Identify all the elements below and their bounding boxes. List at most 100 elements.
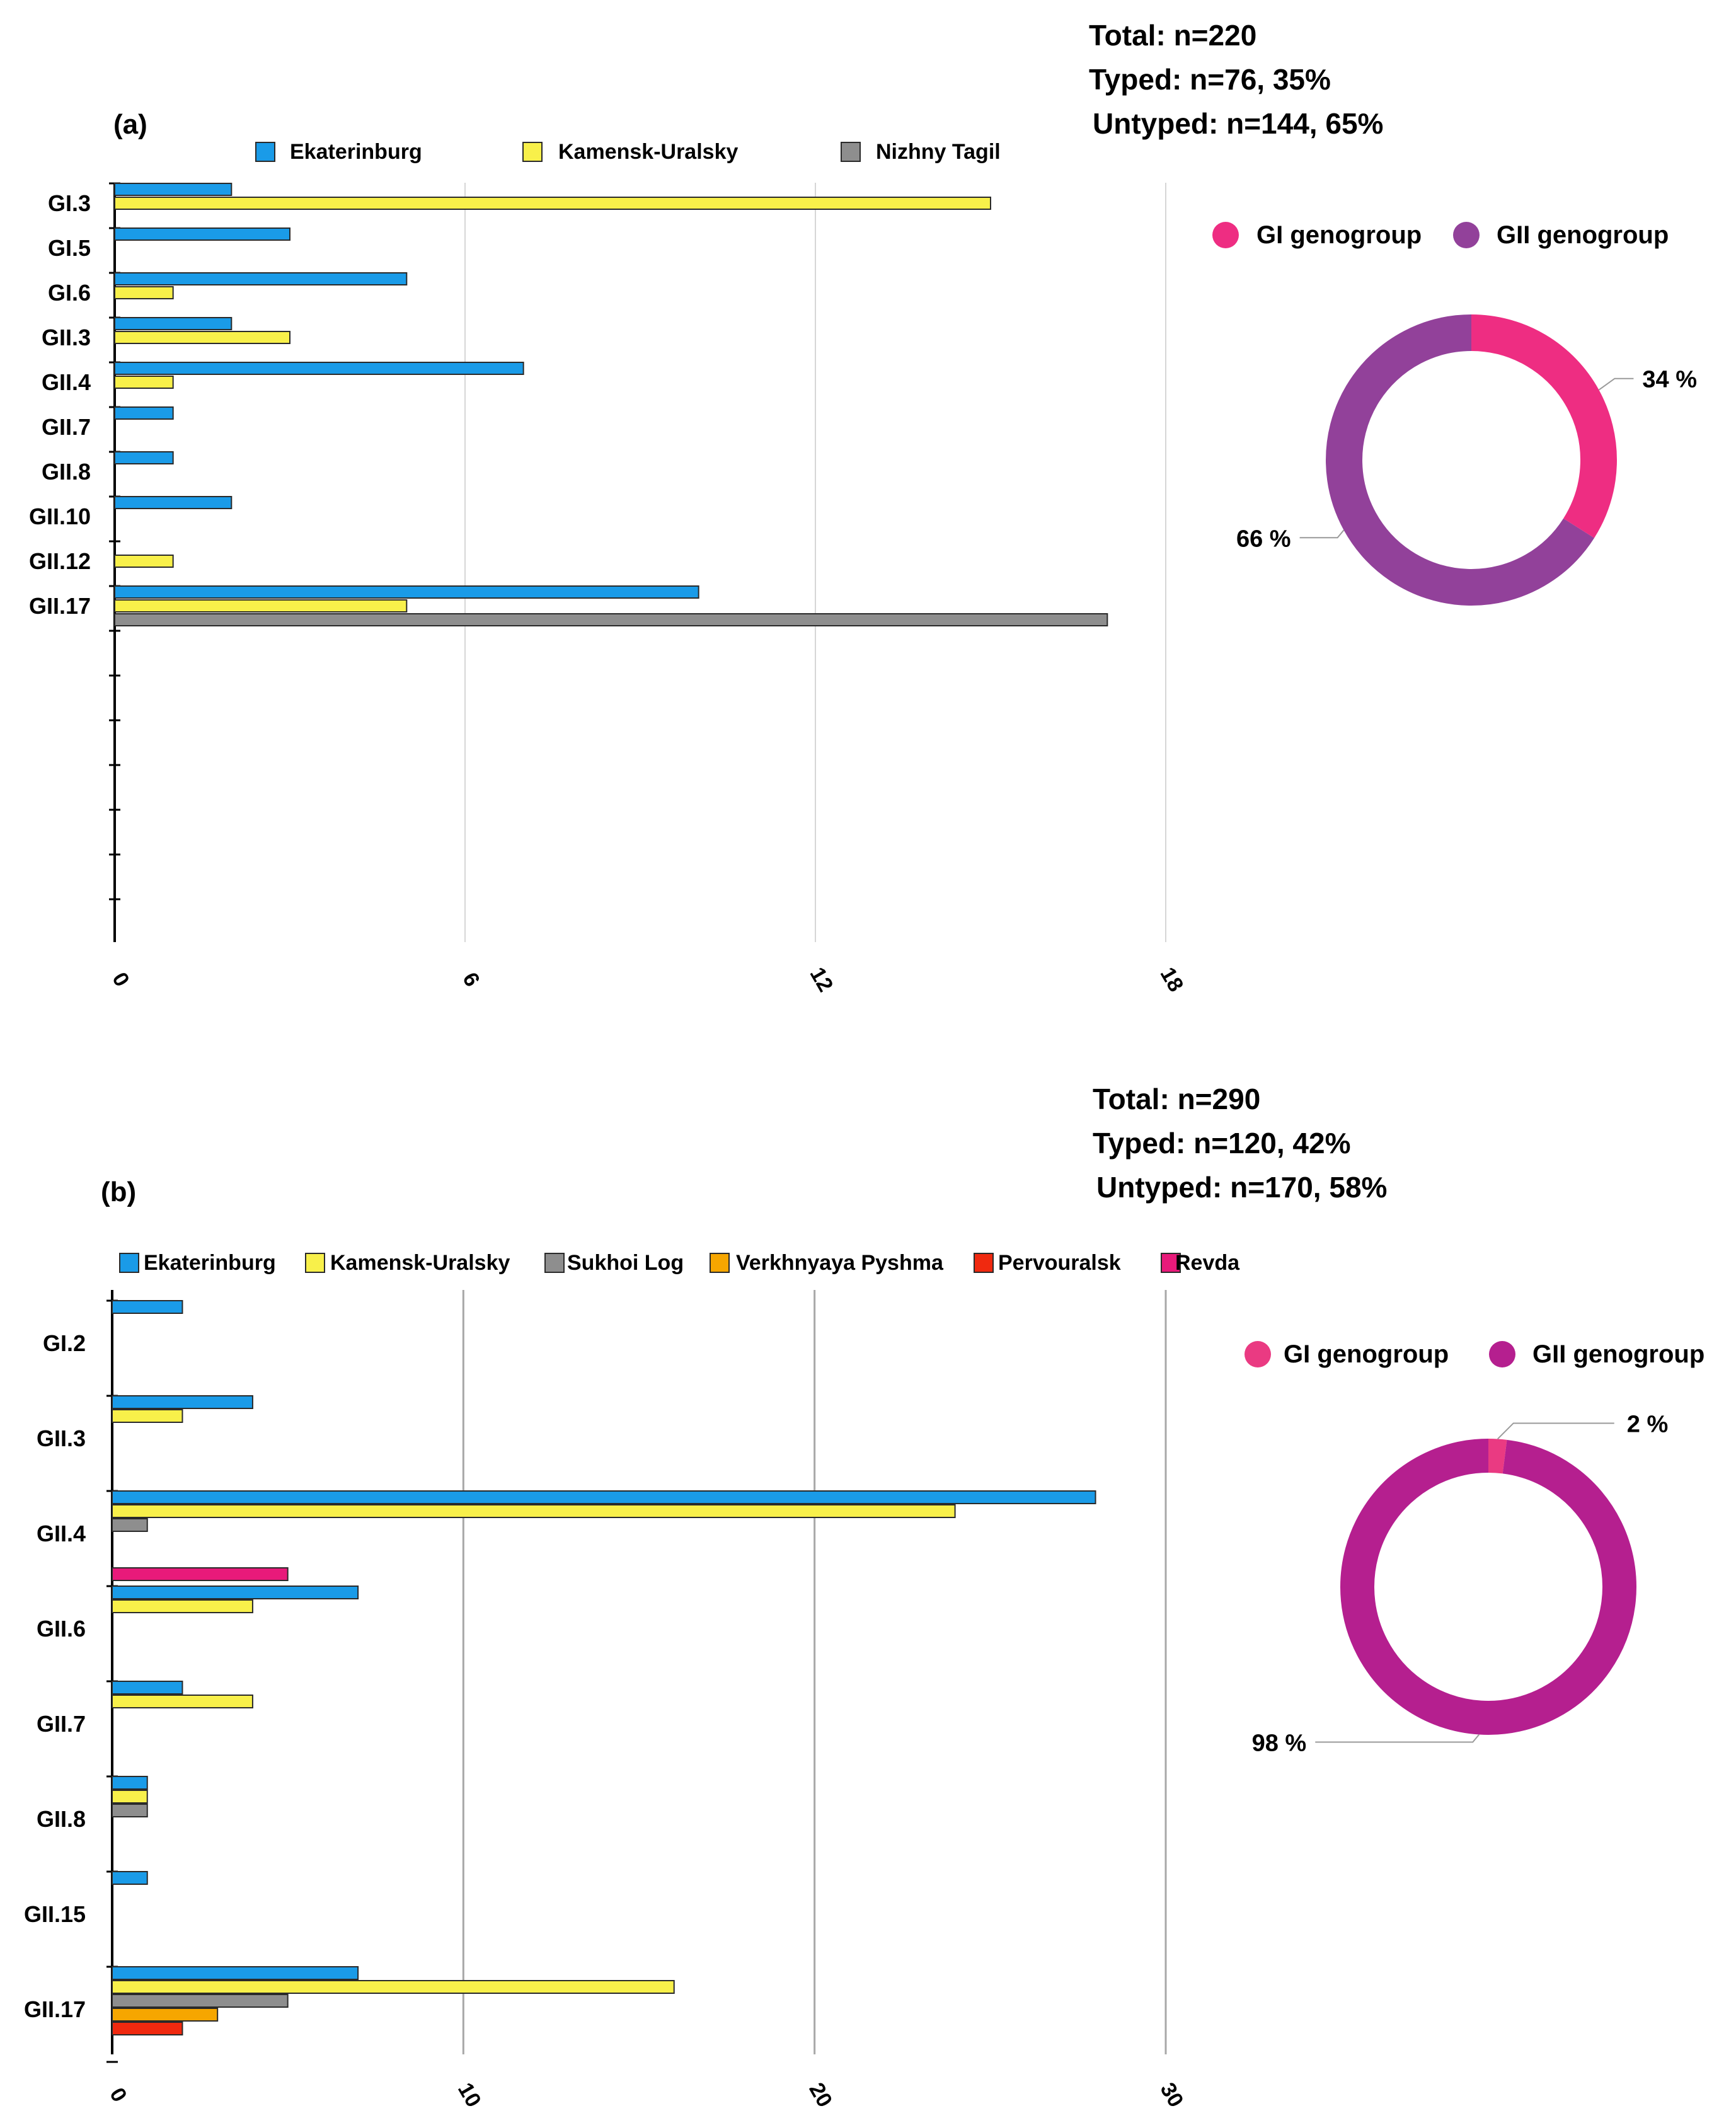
panel-a-summary-untyped: Untyped: n=144, 65% [1093,107,1383,140]
panel-b-x-tick-label-1: 10 [453,2079,486,2112]
panel-b-legend-swatch-2 [544,1253,565,1273]
panel-b-bar-GI.2-ekaterinburg [112,1300,183,1314]
panel-a-bar-GII.17-nizhny-tagil [114,613,1108,626]
panel-b-donut-leader-0 [1497,1422,1614,1440]
panel-a-donut-legend-label-1: GII genogroup [1497,221,1669,249]
panel-b-donut-label-0: 2 % [1627,1411,1668,1437]
panel-a-donut-slice-1 [1326,314,1595,606]
panel-a-legend-label-0: Ekaterinburg [290,140,422,164]
panel-b-donut-slice-0 [1488,1439,1507,1474]
panel-b-category-label-5: GII.8 [37,1806,86,1832]
panel-a-category-label-9: GII.17 [29,593,91,619]
panel-a-category-label-1: GI.5 [48,235,91,261]
panel-a-bar-GII.3-ekaterinburg [114,317,233,330]
panel-b-legend-label-1: Kamensk-Uralsky [330,1251,510,1275]
panel-b-category-label-1: GII.3 [37,1425,86,1451]
panel-a-x-tick-label-3: 18 [1156,964,1188,996]
panel-b-bar-GII.6-ekaterinburg [112,1586,359,1599]
panel-b-legend-label-2: Sukhoi Log [567,1251,684,1275]
panel-a-bar-GII.10-ekaterinburg [114,496,233,509]
panel-b-category-label-7: GII.17 [24,1996,86,2022]
panel-b-x-tick-label-3: 30 [1156,2079,1188,2112]
panel-b-bar-GII.17-ekaterinburg [112,1966,359,1980]
panel-b-bar-GII.4-ekaterinburg [112,1490,1096,1504]
panel-a-bar-GII.17-kamensk-uralsky [114,599,408,613]
panel-a-category-label-5: GII.7 [42,414,91,440]
panel-b-bar-GII.17-verkhnyaya-pyshma [112,2008,219,2022]
panel-a-category-label-8: GII.12 [29,548,91,574]
panel-b-donut-legend-label-1: GII genogroup [1532,1340,1704,1368]
panel-a-bar-GI.6-kamensk-uralsky [114,286,174,299]
panel-a-summary-typed: Typed: n=76, 35% [1089,63,1331,96]
panel-b-bar-GII.7-ekaterinburg [112,1681,183,1695]
panel-b-category-label-3: GII.6 [37,1616,86,1642]
panel-b-donut-leader-1 [1315,1734,1480,1743]
panel-b-legend-label-4: Pervouralsk [998,1251,1121,1275]
panel-b-category-label-0: GI.2 [43,1330,86,1356]
panel-a-bar-GI.3-kamensk-uralsky [114,197,991,210]
chart-marks: 0 6 12 18 GI.3 GI.5 GI.6 GII.3 GII.4 GII.7 GII.8 GI… [24,140,1704,2111]
panel-b-donut-legend-dot-1 [1489,1341,1515,1367]
panel-b-x-tick-label-0: 0 [105,2084,131,2106]
panel-a-bar-GII.4-kamensk-uralsky [114,376,174,389]
panel-b-x-tick-label-2: 20 [804,2079,837,2112]
panel-b-legend-swatch-4 [974,1253,994,1273]
panel-b-summary-untyped: Untyped: n=170, 58% [1096,1171,1387,1204]
panel-b-bar-GII.7-kamensk-uralsky [112,1695,253,1708]
panel-a-category-label-7: GII.10 [29,504,91,529]
panel-b-legend-swatch-3 [710,1253,730,1273]
panel-a-bar-GII.3-kamensk-uralsky [114,331,290,344]
panel-b-bar-GII.3-kamensk-uralsky [112,1409,183,1423]
panel-b-bar-GII.3-ekaterinburg [112,1395,253,1409]
panel-a-bar-GI.6-ekaterinburg [114,272,408,285]
panel-b-legend-swatch-0 [119,1253,139,1273]
panel-a-bar-GII.12-kamensk-uralsky [114,555,174,568]
panel-a-legend-label-1: Kamensk-Uralsky [558,140,738,164]
panel-a-category-label-6: GII.8 [42,459,91,485]
panel-b-bar-GII.6-kamensk-uralsky [112,1599,253,1613]
panel-b-legend-label-0: Ekaterinburg [144,1251,276,1275]
panel-b-donut-legend-dot-0 [1245,1341,1271,1367]
panel-a-x-tick-label-2: 12 [805,964,838,996]
panel-b-category-label-6: GII.15 [24,1901,86,1927]
panel-a-bar-GII.4-ekaterinburg [114,362,524,375]
panel-a-donut-legend-dot-0 [1212,222,1239,248]
panel-b-donut-legend-label-0: GI genogroup [1284,1340,1449,1368]
panel-a-donut-slice-0 [1471,314,1617,538]
panel-b-bar-GII.4-kamensk-uralsky [112,1504,956,1518]
panel-a-legend-label-2: Nizhny Tagil [876,140,1001,164]
panel-b-category-label-2: GII.4 [37,1521,86,1546]
panel-a-bar-GII.8-ekaterinburg [114,451,174,464]
panel-a-donut-leader-1 [1299,529,1345,539]
panel-b-bar-GII.8-ekaterinburg [112,1776,148,1790]
panel-b-legend-label-3: Verkhnyaya Pyshma [736,1251,944,1275]
panel-a-bar-GII.17-ekaterinburg [114,585,699,599]
panel-a-legend-swatch-2 [841,142,861,162]
panel-b-bar-GII.8-kamensk-uralsky [112,1790,148,1804]
panel-a-donut-label-0: 34 % [1642,367,1697,393]
panel-a-category-label-3: GII.3 [42,325,91,350]
panel-a-donut-legend-dot-1 [1453,222,1480,248]
panel-a-bar-GI.3-ekaterinburg [114,183,233,196]
panel-a-legend-swatch-0 [255,142,275,162]
panel-a-x-tick-label-0: 0 [107,969,134,991]
panel-a-donut-label-1: 66 % [1236,526,1291,552]
panel-b-summary-typed: Typed: n=120, 42% [1093,1127,1351,1160]
panel-a-donut-leader-0 [1598,377,1634,391]
panel-b-label: (b) [101,1177,136,1207]
panel-a-x-tick-label-1: 6 [457,969,484,991]
panel-b-bar-GII.4-sukhoi-log [112,1518,148,1532]
panel-a-bar-GI.5-ekaterinburg [114,227,290,241]
panel-b-category-label-4: GII.7 [37,1711,86,1737]
panel-b-bar-GII.17-pervouralsk [112,2022,183,2035]
panel-b-legend-swatch-5 [1161,1253,1181,1273]
panel-a-legend-swatch-1 [522,142,543,162]
panel-a-donut-legend-label-0: GI genogroup [1256,221,1422,249]
panel-b-bar-GII.17-sukhoi-log [112,1994,289,2008]
panel-b-legend-label-5: Revda [1175,1251,1240,1275]
panel-b-summary-total: Total: n=290 [1093,1083,1260,1115]
panel-a-category-label-0: GI.3 [48,190,91,216]
panel-b-legend-swatch-1 [305,1253,325,1273]
panel-b-donut-label-1: 98 % [1252,1730,1307,1757]
